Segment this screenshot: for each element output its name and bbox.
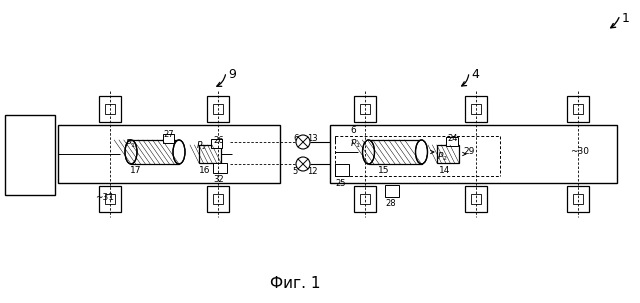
Text: $P_2$: $P_2$ [437,151,448,163]
Bar [163,134,174,143]
Text: 27: 27 [163,130,173,139]
Text: Фиг. 1: Фиг. 1 [269,276,320,291]
Circle shape [296,157,310,171]
Text: 24: 24 [447,134,458,143]
Ellipse shape [362,140,374,164]
Bar [213,105,223,114]
Bar [446,137,458,146]
Bar [105,195,115,204]
Circle shape [296,135,310,149]
Bar [437,145,459,163]
Text: 4: 4 [471,68,479,81]
Bar [385,185,399,197]
Bar [465,186,487,212]
Bar [199,145,221,163]
Text: 6: 6 [350,126,356,135]
Text: 17: 17 [130,166,141,175]
Bar [211,139,222,148]
Text: ~31: ~31 [95,193,114,202]
Bar [213,195,223,204]
Text: 13: 13 [307,134,317,143]
Ellipse shape [125,140,137,164]
Ellipse shape [173,140,185,164]
Bar [99,96,121,122]
Text: 29: 29 [463,146,474,155]
Text: 1: 1 [622,12,630,25]
Bar [567,186,589,212]
Bar [567,96,589,122]
Bar [369,140,422,164]
Bar [354,96,376,122]
Bar [465,96,487,122]
Text: $P_1$: $P_1$ [350,138,361,150]
Bar [131,140,179,164]
Bar [5,115,55,195]
Text: 5: 5 [292,167,297,176]
Text: $P_2$: $P_2$ [196,140,207,152]
Text: 28: 28 [385,199,396,208]
Text: 26: 26 [213,136,223,145]
Text: 12: 12 [307,167,317,176]
Text: 25: 25 [335,179,346,188]
Text: 15: 15 [378,166,390,175]
Text: 32: 32 [213,175,223,184]
Bar [573,195,583,204]
Bar [360,195,370,204]
Text: 6: 6 [293,134,298,143]
Bar [573,105,583,114]
Bar [330,125,617,183]
Bar [471,195,481,204]
Text: $P_1$: $P_1$ [125,138,136,150]
Bar [213,163,227,173]
Text: ~30: ~30 [570,146,589,155]
Bar [105,105,115,114]
Bar [99,186,121,212]
Bar [471,105,481,114]
Bar [58,125,280,183]
Bar [207,96,229,122]
Bar [335,164,349,176]
Bar [207,186,229,212]
Text: 14: 14 [439,166,451,175]
Bar [360,105,370,114]
Text: 16: 16 [199,166,211,175]
Bar [354,186,376,212]
Text: 9: 9 [228,68,236,81]
Ellipse shape [415,140,428,164]
